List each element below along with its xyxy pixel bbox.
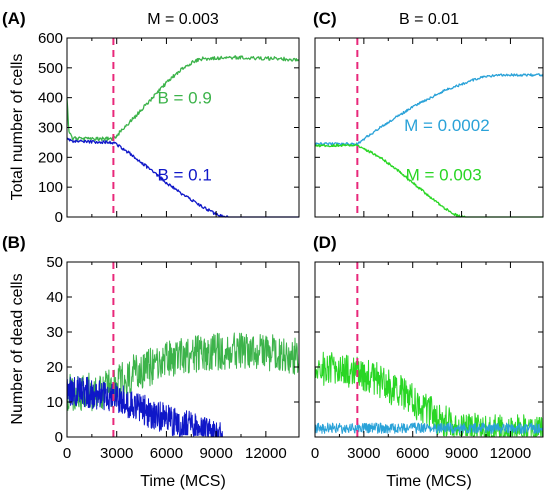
x-tick-label: 6000 (396, 445, 429, 462)
panel-d-dead-cells: (D) 0 3000 6000 9000 12000 (311, 233, 544, 462)
y-tick-label: 40 (46, 289, 63, 306)
series-line (314, 422, 544, 434)
series-line (314, 73, 544, 146)
y-tick-label: 600 (38, 30, 63, 47)
y-axis-label-bottom: Number of dead cells (9, 273, 26, 424)
series-line (66, 376, 223, 438)
x-tick-label: 0 (311, 445, 319, 462)
panel-c-total-cells: (C) B = 0.01 M = 0.0002 M = 0.003 (313, 9, 544, 218)
x-tick-label: 9000 (199, 445, 232, 462)
y-tick-label: 10 (46, 394, 63, 411)
x-tick-label: 6000 (150, 445, 183, 462)
x-tick-label: 9000 (445, 445, 478, 462)
series-annotation: M = 0.0002 (404, 116, 490, 135)
y-tick-label: 50 (46, 254, 63, 271)
y-tick-label: 200 (38, 149, 63, 166)
panel-b-dead-cells: (B) 0 10 20 30 40 50 0 3000 6000 9000 12000 (2, 233, 300, 462)
y-tick-label: 0 (55, 429, 63, 446)
x-tick-label: 3000 (100, 445, 133, 462)
panel-a-total-cells: (A) M = 0.003 0 100 200 300 400 500 600 B = 0.9 B … (2, 9, 300, 226)
y-tick-label: 20 (46, 359, 63, 376)
x-tick-label: 12000 (490, 445, 532, 462)
y-tick-label: 400 (38, 90, 63, 107)
panel-title: B = 0.01 (399, 11, 459, 28)
panel-label: (B) (2, 233, 26, 252)
x-tick-label: 3000 (347, 445, 380, 462)
y-tick-label: 100 (38, 179, 63, 196)
panel-label: (C) (313, 9, 337, 28)
x-axis-label-right: Time (MCS) (386, 473, 472, 490)
panel-label: (A) (2, 9, 26, 28)
y-tick-label: 30 (46, 324, 63, 341)
series-line (66, 55, 300, 142)
y-tick-label: 0 (55, 209, 63, 226)
y-tick-label: 500 (38, 60, 63, 77)
y-tick-label: 300 (38, 120, 63, 137)
panel-label: (D) (313, 233, 337, 252)
plot-frame (66, 261, 300, 438)
series-annotation: B = 0.1 (157, 165, 211, 184)
y-axis-label-top: Total number of cells (9, 54, 26, 201)
series-annotation: M = 0.003 (406, 165, 482, 184)
plot-frame (314, 261, 544, 438)
x-tick-label: 0 (63, 445, 71, 462)
series-annotation: B = 0.9 (157, 89, 211, 108)
panel-title: M = 0.003 (147, 11, 219, 28)
series-line (66, 332, 300, 412)
x-tick-label: 12000 (245, 445, 287, 462)
x-axis-label-left: Time (MCS) (140, 473, 226, 490)
plot-frame (66, 37, 300, 218)
